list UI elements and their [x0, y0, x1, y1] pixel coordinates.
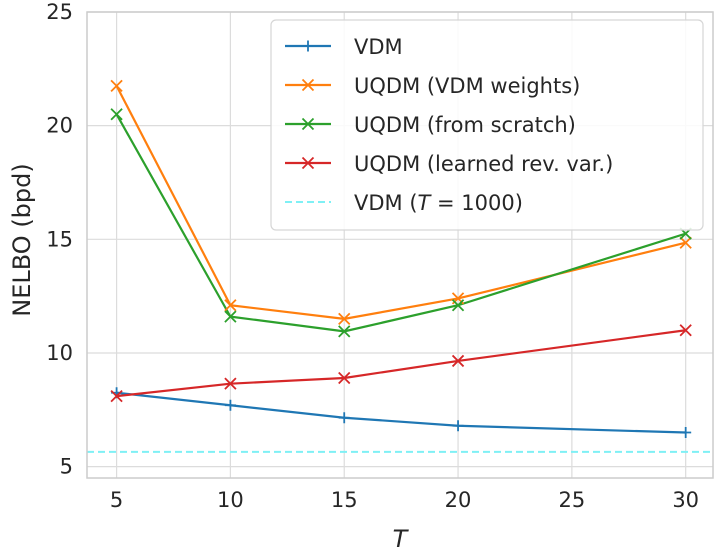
data-point-uqdm-learned-rev-var: [224, 377, 237, 390]
legend-marker: [302, 40, 314, 52]
legend-label: UQDM (from scratch): [354, 113, 576, 137]
legend-label: VDM: [354, 35, 403, 59]
data-point-uqdm-from-scratch: [451, 299, 465, 312]
y-tick-label: 5: [60, 455, 73, 479]
legend-label-part: = 1000): [430, 191, 523, 215]
y-tick-label: 25: [46, 0, 73, 24]
data-point-uqdm-from-scratch: [338, 325, 351, 338]
legend: VDM UQDM (VDM weights) UQDM (from scratch)…: [270, 19, 704, 231]
legend-marker: [301, 117, 315, 131]
legend-label-part: VDM (: [354, 191, 418, 215]
legend-label-part: T: [418, 191, 433, 215]
x-tick-label: 20: [445, 488, 472, 512]
legend-label: VDM (T = 1000): [354, 191, 523, 215]
legend-box: [270, 19, 704, 231]
x-tick-labels: 5 10 15 20 25 30: [110, 488, 699, 512]
series-markers: [110, 79, 692, 439]
y-tick-labels: 5 10 15 20 25: [46, 0, 73, 479]
data-point-vdm: [338, 412, 350, 424]
x-tick-label: 25: [558, 488, 585, 512]
data-point-uqdm-learned-rev-var: [679, 324, 692, 337]
x-tick-label: 10: [217, 488, 244, 512]
data-point-uqdm-vdm-weights: [224, 299, 237, 312]
x-tick-label: 30: [672, 488, 699, 512]
y-tick-label: 15: [46, 227, 73, 251]
series-line-vdm: [116, 391, 686, 434]
legend-marker: [301, 156, 315, 170]
x-tick-label: 15: [331, 488, 358, 512]
legend-label: UQDM (learned rev. var.): [354, 152, 613, 176]
y-tick-label: 10: [46, 341, 73, 365]
series-line-uqdm-learned-rev-var: [116, 329, 686, 398]
y-tick-label: 20: [46, 114, 73, 138]
data-point-uqdm-vdm-weights: [110, 79, 123, 93]
data-point-uqdm-vdm-weights: [338, 312, 351, 326]
data-point-uqdm-learned-rev-var: [110, 390, 123, 403]
data-point-uqdm-vdm-weights: [679, 236, 692, 249]
data-point-uqdm-learned-rev-var: [451, 354, 465, 368]
data-point-vdm: [680, 427, 692, 439]
x-axis-label: T: [393, 525, 410, 549]
data-point-uqdm-learned-rev-var: [338, 371, 351, 385]
plot-frame: [86, 11, 714, 479]
data-point-uqdm-from-scratch: [110, 108, 123, 121]
data-point-uqdm-from-scratch: [224, 310, 237, 323]
data-point-vdm: [224, 399, 236, 411]
legend-marker: [301, 78, 315, 92]
data-point-vdm: [452, 420, 464, 432]
legend-label: UQDM (VDM weights): [354, 74, 580, 98]
y-axis-label: NELBO (bpd): [8, 163, 36, 316]
x-tick-label: 5: [110, 488, 123, 512]
